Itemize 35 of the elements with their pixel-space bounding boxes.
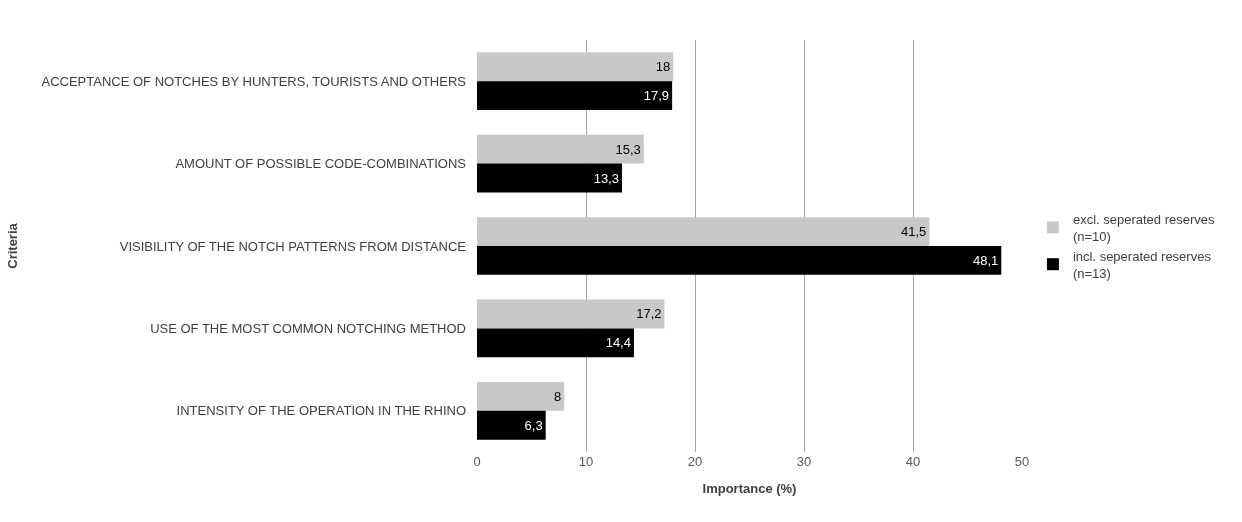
bar (477, 217, 930, 246)
y-tick-label: INTENSITY OF THE OPERATION IN THE RHINO (176, 403, 466, 419)
x-axis-title: Importance (%) (702, 480, 797, 496)
data-label: 17,9 (643, 88, 670, 104)
x-tick-label: 10 (578, 454, 594, 469)
bar (477, 328, 634, 358)
legend-label: excl. seperated reserves (n=10) (1072, 212, 1216, 244)
data-label: 15,3 (615, 141, 641, 157)
legend-label: incl. seperated reserves (n=13) (1072, 248, 1212, 281)
data-label: 18 (655, 59, 671, 75)
bar (477, 163, 622, 193)
x-tick-label: 0 (473, 454, 481, 469)
bar (477, 134, 644, 164)
data-label: 6,3 (524, 417, 543, 433)
y-tick-label: ACCEPTANCE OF NOTCHES BY HUNTERS, TOURISTS AND OTHERS (41, 73, 467, 89)
y-tick-label: USE OF THE MOST COMMON NOTCHING METHOD (150, 320, 466, 336)
y-axis-title: Criteria (5, 222, 21, 269)
bar (477, 410, 546, 440)
bar (477, 246, 1002, 275)
x-tick-label: 30 (796, 454, 812, 469)
data-label: 13,3 (593, 170, 619, 186)
data-label: 14,4 (605, 335, 631, 351)
x-tick-label: 50 (1014, 454, 1030, 469)
x-tick-label: 40 (905, 454, 921, 469)
bar (477, 299, 665, 329)
bar (477, 52, 674, 82)
bar (477, 81, 673, 111)
data-label: 8 (553, 388, 562, 404)
x-tick-label: 20 (687, 454, 703, 469)
data-label: 48,1 (972, 252, 999, 268)
data-label: 41,5 (901, 224, 927, 240)
y-tick-label: VISIBILITY OF THE NOTCH PATTERNS FROM DISTANCE (119, 238, 467, 254)
y-tick-label: AMOUNT OF POSSIBLE CODE-COMBINATIONS (175, 156, 467, 172)
data-label: 17,2 (636, 306, 662, 322)
bar (477, 381, 565, 411)
